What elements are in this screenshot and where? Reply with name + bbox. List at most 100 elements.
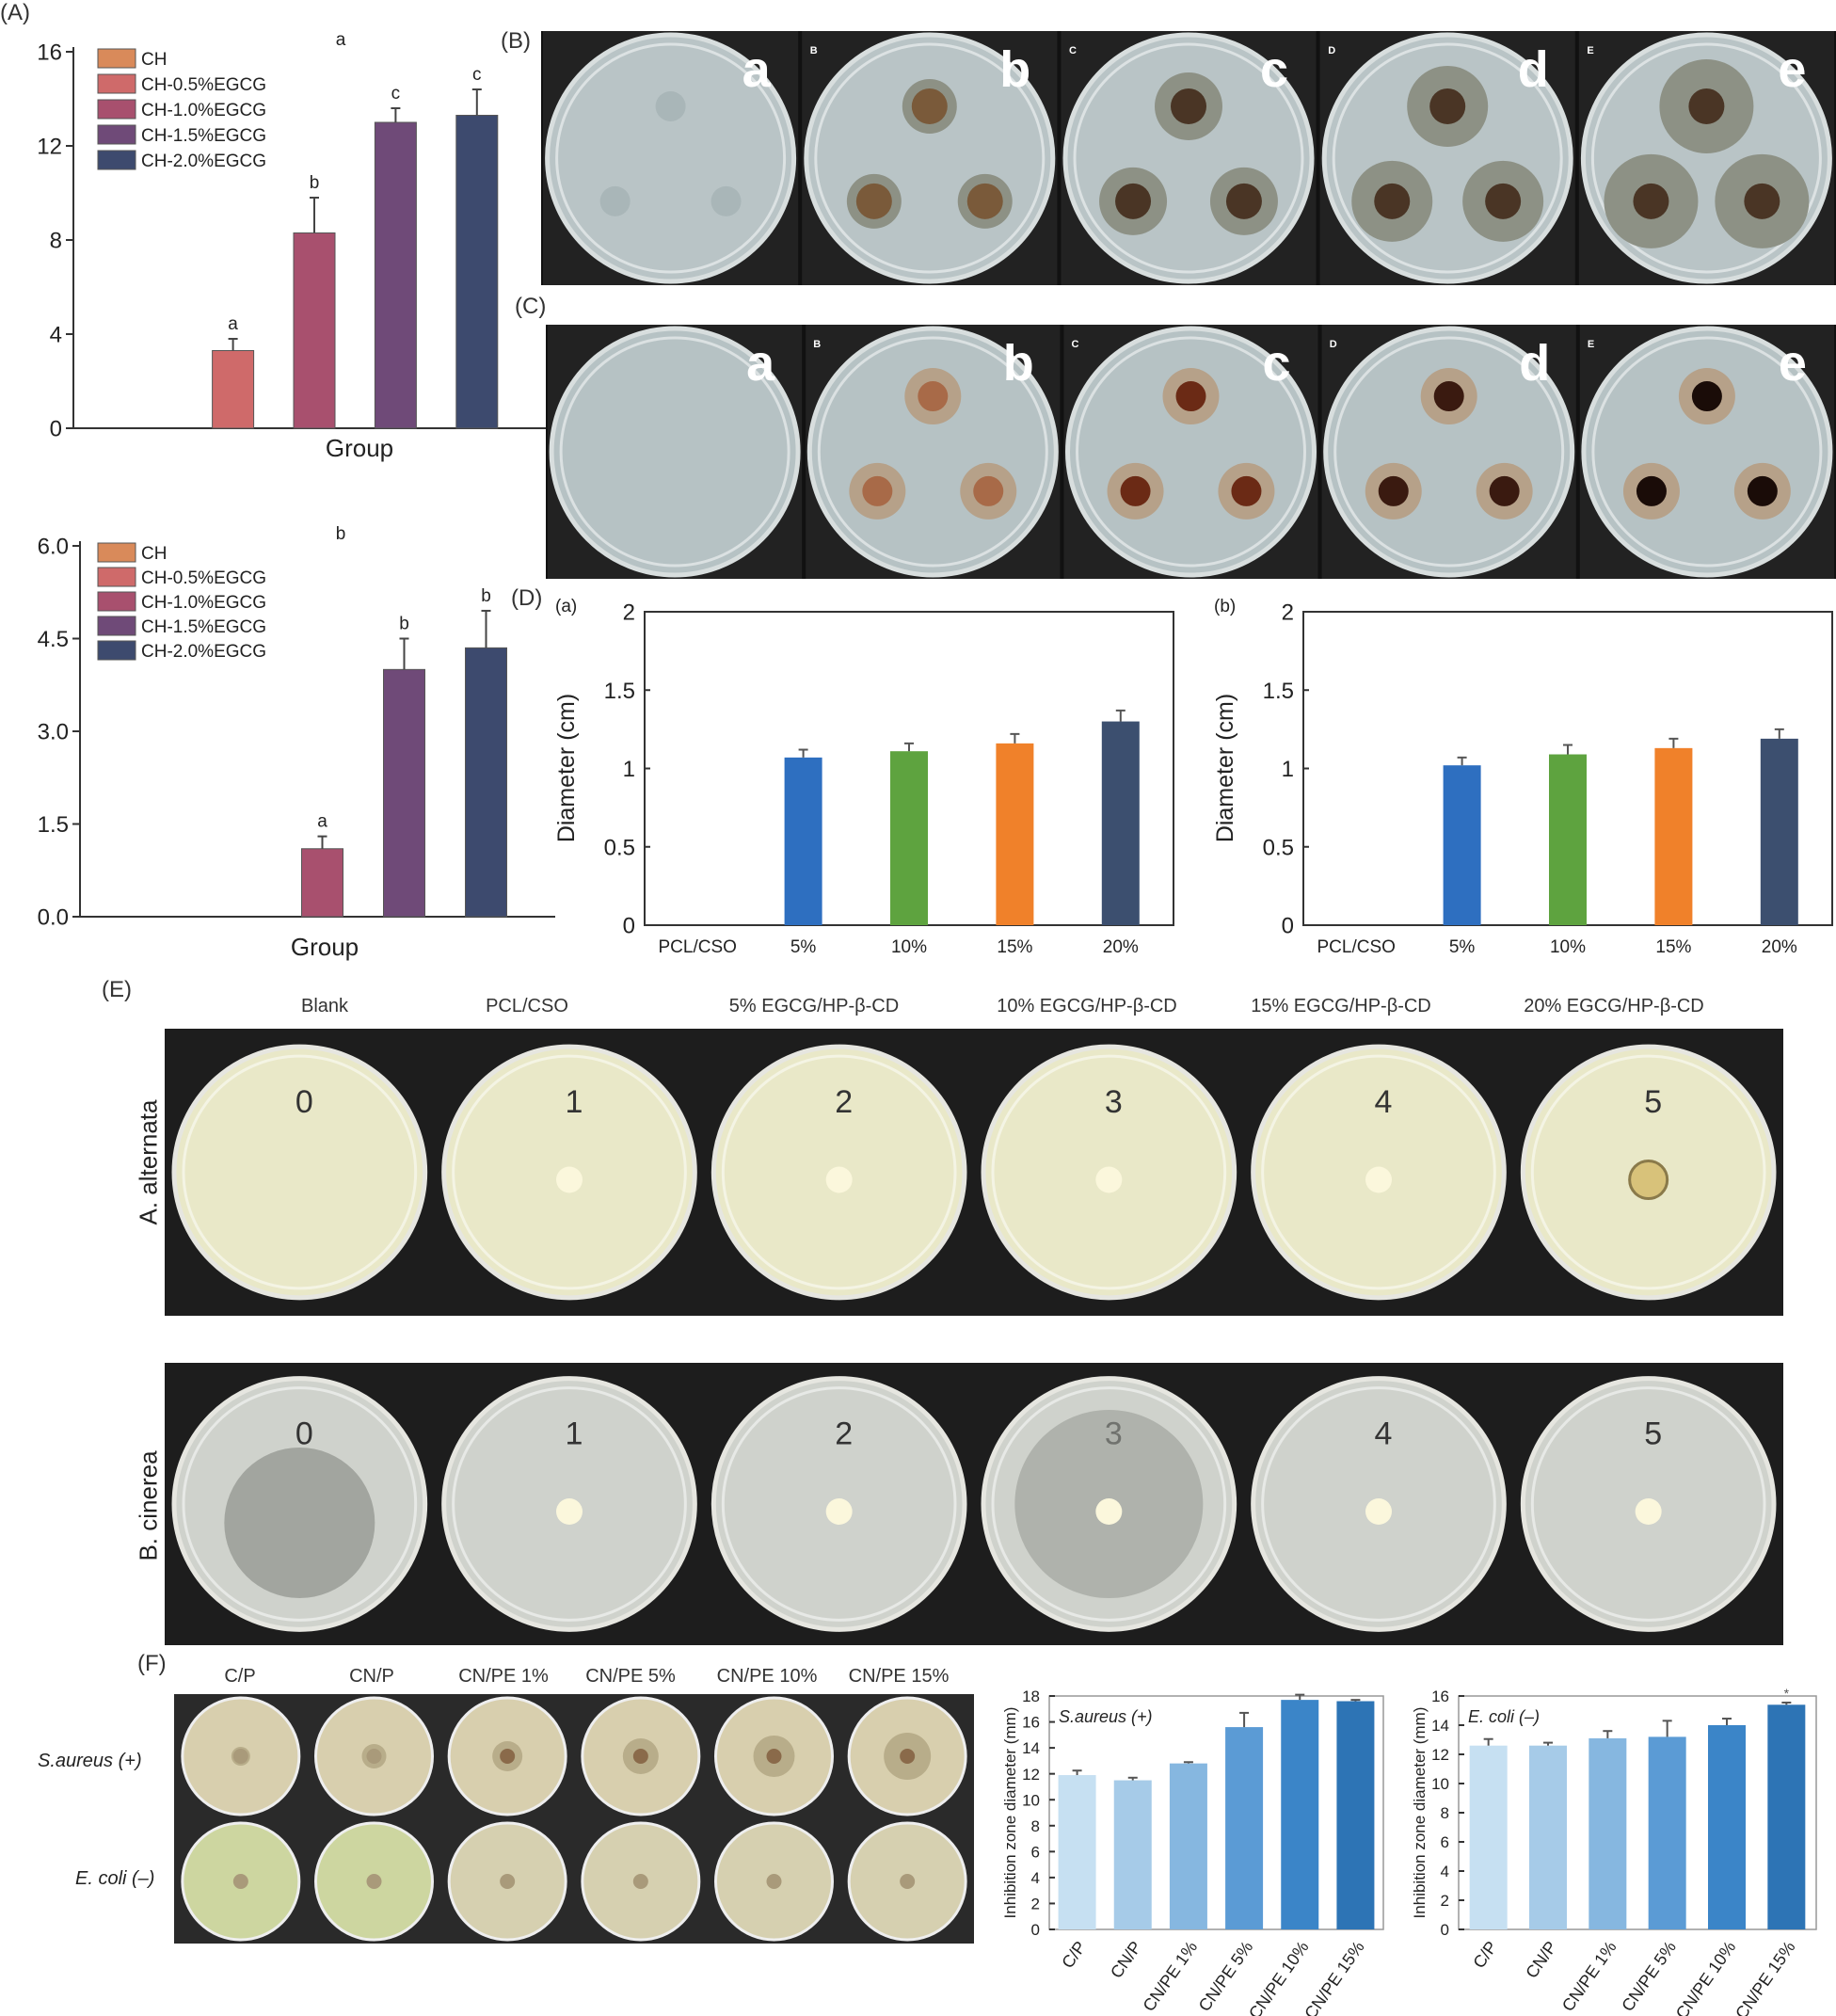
well [1433,381,1464,412]
f-col-header-4: CN/PE 10% [716,1666,818,1687]
dish-rim-highlight [452,1386,687,1622]
disc [632,1749,648,1764]
f-col-header-3: CN/PE 5% [585,1666,676,1687]
dish-rim-highlight [721,1386,957,1622]
x-tick-label: 10% [1550,937,1586,957]
y-tick-label: 0 [1282,914,1294,939]
y-tick-label: 1 [623,757,635,782]
legend-label: CH-1.5%EGCG [141,617,266,637]
legend-label: CH-1.0%EGCG [141,101,266,120]
plate-number: 1 [566,1084,583,1120]
e-row-label-cinerea: B. cinerea [134,1450,163,1561]
y-tick-label: 0 [1031,1921,1040,1939]
plate-number: 3 [1105,1084,1123,1120]
bar [1169,1763,1207,1929]
well [1115,183,1152,219]
bar [1058,1775,1096,1929]
bar [212,350,255,429]
x-tick-label: PCL/CSO [1317,937,1395,957]
panel-label-d: (D) [511,585,543,611]
e-col-header-4: 15% EGCG/HP-β-CD [1251,996,1431,1016]
strip-background [165,1363,1783,1645]
dish-rim-highlight [555,42,787,274]
panel-label-a: (A) [0,0,30,25]
bar [1529,1745,1567,1929]
dish-rim-highlight [1530,1386,1766,1622]
well [1636,475,1667,506]
dish-rim-highlight [1076,336,1306,568]
well [1633,183,1669,219]
fungal-growth [224,1448,375,1598]
y-tick-label: 14 [1431,1717,1449,1735]
plate-number: 0 [295,1084,313,1120]
plate-letter: c [1262,335,1290,392]
x-tick-label: 20% [1103,937,1139,957]
plate-letter: b [1003,335,1034,392]
plate-caption: E [1587,45,1593,56]
bar [784,757,822,925]
bar [383,668,425,918]
disc [825,1498,853,1525]
bar [1225,1727,1264,1929]
y-tick-label: 0 [623,914,635,939]
disc [766,1749,782,1764]
plot-frame [1458,1695,1817,1930]
y-tick-label: 0.0 [38,905,69,931]
disc [1095,1498,1123,1525]
disc [500,1874,516,1889]
chart-sublabel: (b) [1214,597,1236,616]
panel-label-b: (B) [501,28,531,54]
sig-letter: c [472,65,482,85]
y-tick-label: 10 [1022,1791,1040,1809]
x-tick-label: CN/PE 5% [1195,1938,1257,2015]
x-tick-label: CN/P [1522,1938,1560,1982]
bar [1336,1701,1375,1929]
legend-label: CH-0.5%EGCG [141,75,266,95]
x-tick-label: CN/PE 15% [1732,1938,1798,2016]
plate-letter: a [742,41,772,98]
bar [1443,765,1481,925]
disc [232,1874,248,1889]
bar [1101,721,1140,925]
f-col-header-0: C/P [224,1666,256,1687]
x-tick-label: PCL/CSO [658,937,736,957]
well [973,475,1004,506]
x-tick-label: CN/PE 1% [1139,1938,1201,2015]
f-row-label-saureus: S.aureus (+) [38,1751,142,1771]
y-tick-label: 16 [1431,1688,1449,1705]
legend-label: CH-2.0%EGCG [141,152,266,171]
sig-letter: c [391,84,401,104]
photo-background [174,1694,974,1944]
plates-c-strip: a b B c C d D e E [546,325,1836,579]
dish-rim-highlight [1261,1054,1496,1290]
y-axis-title: Inhibition zone diameter (mm) [1001,1707,1019,1919]
legend-swatch [97,616,136,636]
x-tick-label: 5% [1449,937,1476,957]
bar [1654,747,1693,925]
legend-swatch [97,567,136,587]
y-axis-title: Inhibition zone diameter (mm) [1411,1707,1429,1919]
e-col-header-5: 20% EGCG/HP-β-CD [1524,996,1704,1016]
plate-letter: e [1779,335,1807,392]
bar [374,121,417,429]
chart-a-top: 0 4 8 12 16 a b c c Group a CH CH-0.5%EGCG CH-1.0%EGC… [37,30,546,462]
bar [455,115,499,429]
plot-frame [1048,1695,1384,1930]
panel-label-f: (F) [137,1651,167,1676]
strip-background [165,1029,1783,1316]
well [1747,475,1778,506]
petri-dish [171,1044,428,1301]
bar [996,743,1034,925]
dish-rim-highlight [1591,336,1823,568]
plate-caption: C [1072,339,1079,350]
x-axis-title: Group [326,434,393,462]
plate-caption: D [1328,45,1335,56]
chart-sublabel: b [336,524,346,544]
plate-caption: E [1588,339,1594,350]
plates-e-alternata: 0 1 2 3 4 5 [165,1029,1783,1316]
plate-caption: D [1330,339,1337,350]
y-tick-label: 2 [1441,1892,1449,1910]
bar [1767,1704,1806,1929]
bar [1760,738,1798,925]
